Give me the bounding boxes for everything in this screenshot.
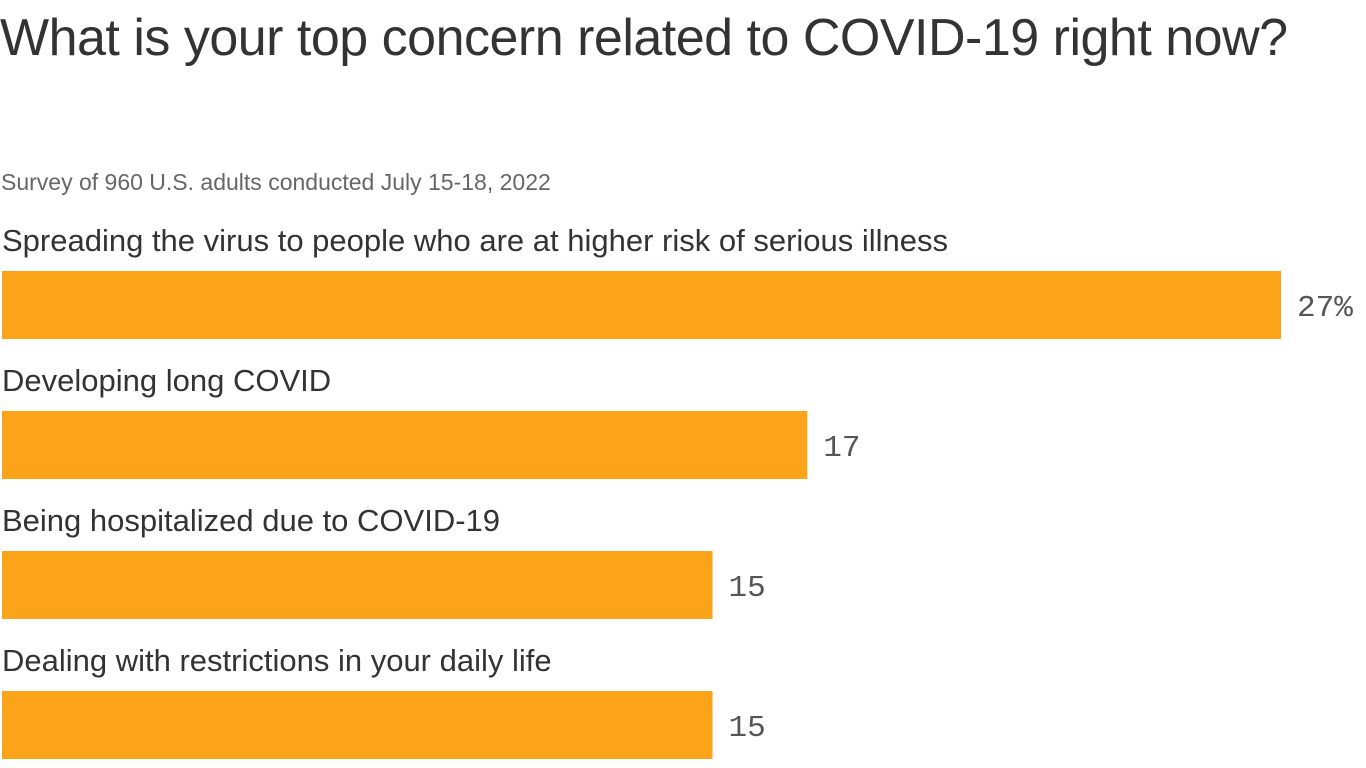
category-label: Developing long COVID: [2, 363, 331, 398]
bar: [2, 411, 808, 479]
category-label: Being hospitalized due to COVID-19: [2, 503, 500, 538]
value-label: 27%: [1297, 291, 1353, 326]
bar: [2, 691, 713, 759]
category-label: Spreading the virus to people who are at…: [2, 223, 948, 258]
chart-title: What is your top concern related to COVI…: [0, 9, 1288, 67]
bar: [2, 551, 713, 619]
value-label: 17: [823, 431, 860, 466]
category-label: Dealing with restrictions in your daily …: [2, 643, 552, 678]
bar: [2, 271, 1281, 339]
value-label: 15: [729, 571, 766, 606]
bar-chart: Spreading the virus to people who are at…: [2, 223, 1353, 759]
chart-subtitle: Survey of 960 U.S. adults conducted July…: [1, 169, 551, 195]
value-label: 15: [729, 711, 766, 746]
